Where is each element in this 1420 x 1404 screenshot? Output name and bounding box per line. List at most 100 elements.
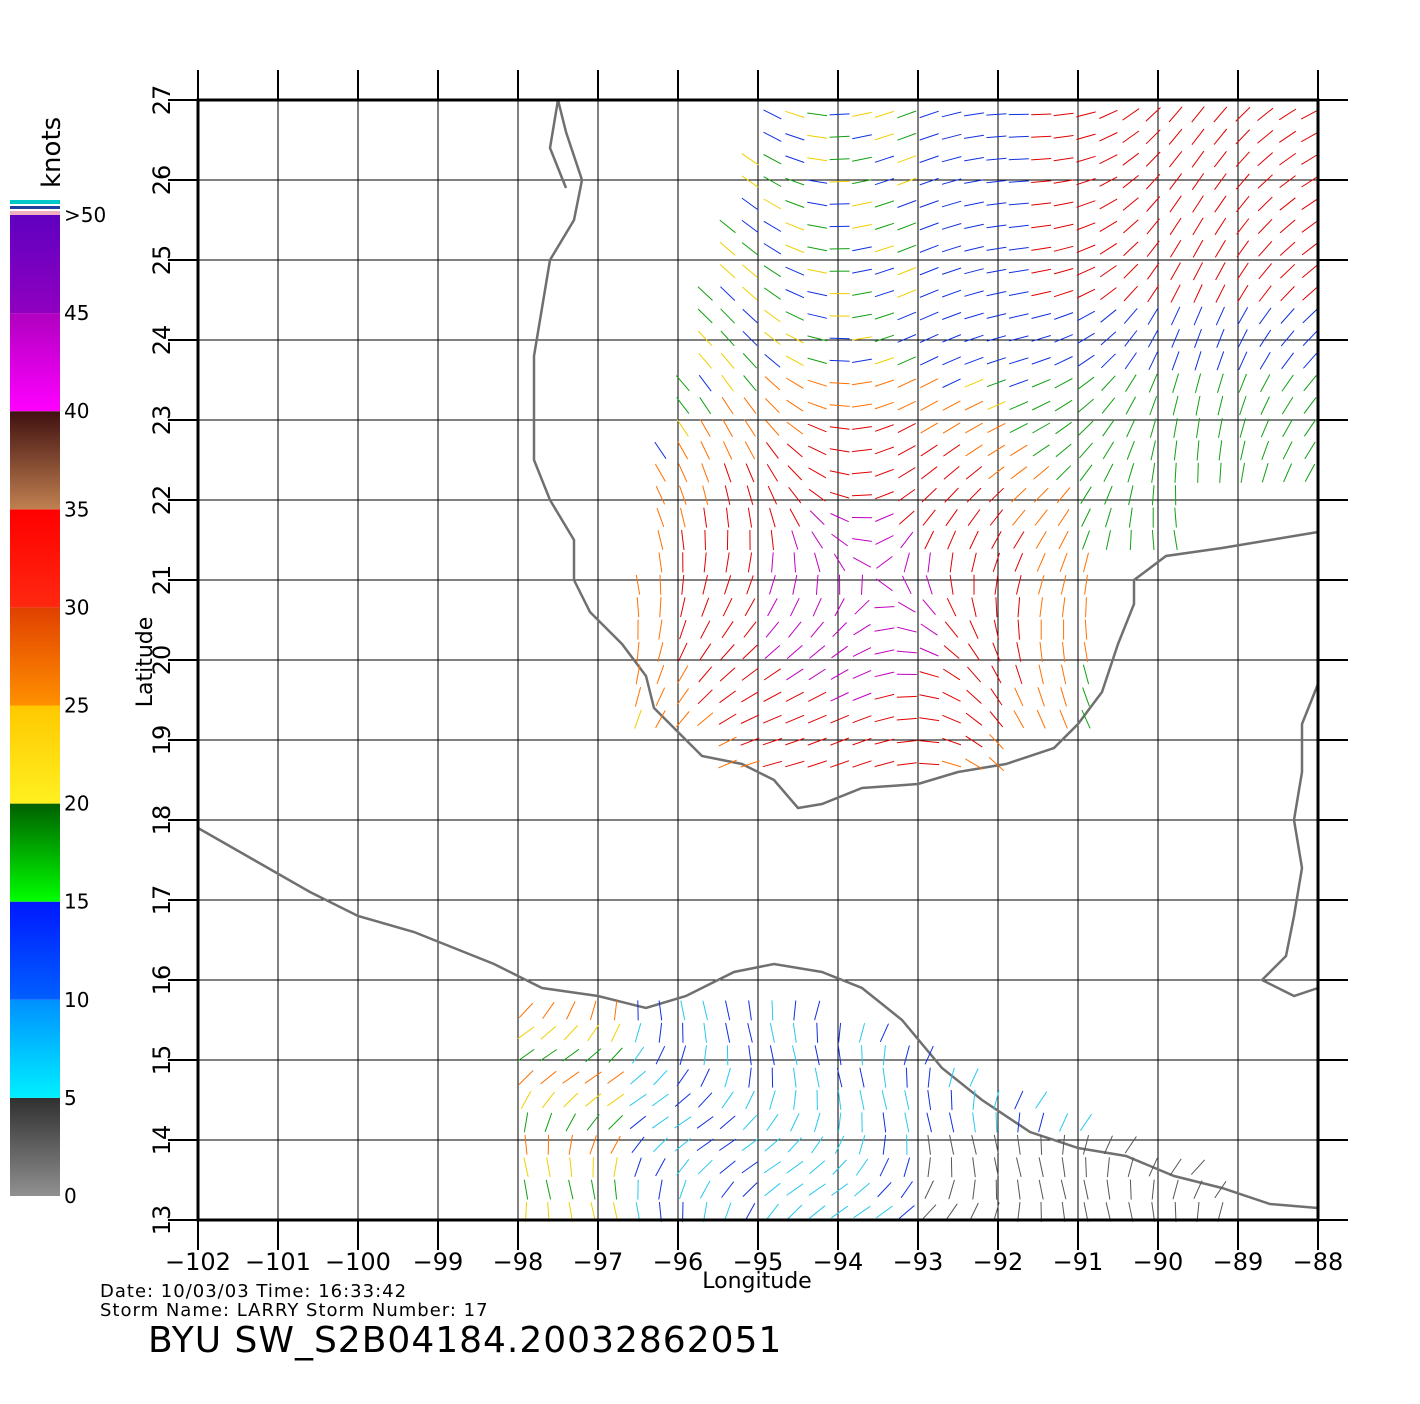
wind-vector	[786, 312, 804, 321]
wind-vector	[786, 334, 804, 343]
wind-vector	[1147, 263, 1159, 279]
wind-vector	[1040, 597, 1043, 617]
wind-vector	[1101, 354, 1115, 368]
wind-vector	[570, 1157, 572, 1177]
wind-vector	[637, 597, 639, 617]
wind-vector	[942, 268, 961, 274]
wind-vector	[659, 553, 662, 573]
wind-vector	[897, 201, 916, 208]
wind-vector	[787, 645, 802, 658]
wind-vector	[928, 1090, 931, 1110]
wind-vector	[697, 1117, 713, 1129]
wind-vector	[1260, 330, 1271, 347]
wind-vector	[853, 693, 872, 700]
wind-vector	[793, 1046, 798, 1065]
wind-vector	[1009, 159, 1029, 160]
wind-vector	[652, 1094, 668, 1106]
wind-vector	[921, 423, 938, 433]
wind-vector	[807, 202, 827, 205]
wind-vector	[770, 1023, 774, 1043]
wind-vector	[972, 553, 977, 572]
wind-vector	[926, 575, 932, 594]
lon-tick-label: −96	[653, 1248, 704, 1276]
wind-vector	[876, 1206, 892, 1218]
coast-line-gulf	[534, 100, 1318, 808]
wind-vector	[946, 1204, 957, 1220]
wind-vector	[1175, 463, 1176, 483]
wind-vector	[1054, 291, 1073, 297]
wind-vector	[1039, 1113, 1044, 1132]
wind-vector	[1018, 1113, 1020, 1133]
wind-vector	[1241, 463, 1244, 483]
wind-vector	[547, 1157, 551, 1177]
wind-vector	[1240, 396, 1246, 415]
wind-vector	[720, 691, 736, 703]
wind-vector	[1040, 642, 1042, 662]
wind-vector	[1058, 509, 1069, 526]
wind-vector	[809, 1184, 826, 1195]
colorbar-label: 25	[64, 694, 89, 718]
file-id-title: BYU SW_S2B04184.20032862051	[148, 1320, 782, 1361]
wind-vector	[679, 464, 687, 482]
wind-vector	[785, 156, 804, 163]
wind-vector	[831, 693, 849, 702]
wind-vector	[920, 672, 939, 678]
wind-vector	[966, 713, 982, 725]
wind-vector	[1018, 597, 1020, 617]
wind-vector	[725, 486, 730, 505]
wind-vector	[852, 112, 872, 116]
wind-vector	[852, 404, 872, 407]
wind-vector	[852, 472, 872, 474]
wind-vector	[1124, 242, 1139, 256]
wind-vector	[525, 1135, 527, 1155]
wind-vector	[882, 1090, 887, 1109]
colorbar-label: 10	[64, 988, 89, 1012]
wind-vector	[1216, 307, 1224, 325]
wind-vector	[541, 1071, 557, 1084]
wind-vector	[657, 508, 664, 527]
wind-vector	[898, 290, 917, 298]
wind-vector	[1282, 397, 1293, 414]
wind-vector	[1150, 396, 1157, 415]
wind-vector	[1214, 151, 1226, 167]
wind-vector	[1039, 1157, 1043, 1177]
wind-vector	[1191, 1160, 1204, 1175]
wind-vector	[815, 1068, 819, 1088]
colorbar-band	[10, 215, 60, 313]
wind-vector	[1280, 264, 1294, 278]
colorbar-label: 45	[64, 301, 89, 325]
wind-vector	[764, 221, 781, 231]
wind-vector	[852, 382, 872, 385]
wind-vector	[1101, 310, 1117, 323]
wind-vector	[1124, 308, 1137, 323]
wind-vector	[1080, 465, 1092, 481]
wind-vector	[965, 357, 984, 364]
wind-vector	[1283, 419, 1293, 436]
wind-vector	[1196, 396, 1200, 416]
wind-vector	[1034, 466, 1049, 479]
wind-vector	[767, 1114, 778, 1130]
wind-vector	[852, 269, 872, 273]
wind-vector	[768, 486, 776, 504]
wind-vector	[832, 646, 848, 658]
wind-vector	[875, 223, 894, 229]
wind-vector	[636, 575, 639, 595]
wind-vector	[658, 530, 663, 549]
wind-vector	[943, 379, 961, 388]
wind-vector	[973, 1113, 976, 1133]
wind-vector	[614, 1157, 617, 1177]
wind-vector	[810, 511, 824, 525]
wind-vector	[807, 247, 827, 251]
wind-vector	[995, 575, 998, 595]
wind-vector	[860, 1068, 864, 1088]
lat-tick-label: 23	[148, 405, 176, 436]
wind-vector	[835, 1136, 844, 1154]
wind-vector	[1033, 445, 1050, 456]
wind-vector	[657, 665, 664, 684]
wind-vector	[1304, 420, 1315, 437]
wind-vector	[964, 202, 984, 206]
wind-vector	[1281, 331, 1294, 346]
wind-vector	[1103, 420, 1115, 436]
wind-vector	[854, 1183, 869, 1196]
wind-vector	[1193, 218, 1203, 235]
